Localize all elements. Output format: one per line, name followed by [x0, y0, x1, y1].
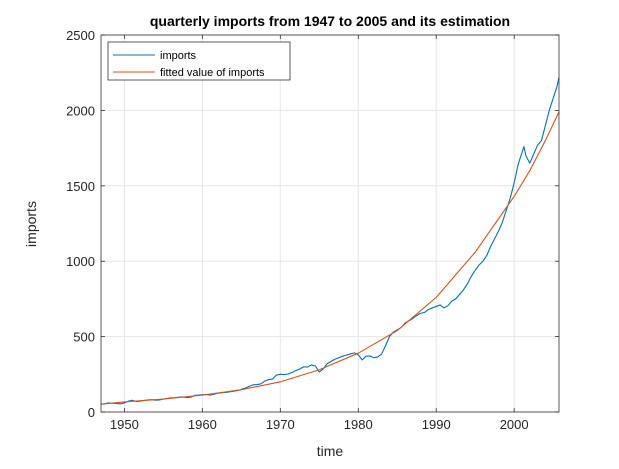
x-tick-label: 1950 [110, 417, 139, 432]
y-tick-label: 2500 [66, 28, 95, 43]
tick-layer: 1950 1960 1970 1980 1990 2000 0 500 1000 1500 2000… [66, 28, 559, 432]
y-tick-label: 0 [88, 405, 95, 420]
x-tick-label: 1980 [344, 417, 373, 432]
legend-label-fitted: fitted value of imports [160, 67, 265, 79]
x-tick-label: 1960 [188, 417, 217, 432]
y-tick-label: 1500 [66, 179, 95, 194]
series-layer [100, 77, 560, 405]
axes-frame [100, 34, 560, 413]
y-tick-label: 1000 [66, 254, 95, 269]
y-tick-label: 2000 [66, 103, 95, 118]
legend-box [107, 41, 291, 81]
x-axis-label: time [317, 443, 344, 459]
y-axis-label: imports [23, 201, 39, 247]
legend: imports fitted value of imports [107, 41, 291, 81]
x-tick-label: 1970 [266, 417, 295, 432]
y-tick-label: 500 [73, 330, 95, 345]
x-tick-label: 2000 [500, 417, 529, 432]
x-tick-label: 1990 [422, 417, 451, 432]
plot-area [101, 35, 559, 412]
legend-label-imports: imports [160, 50, 197, 62]
chart-title: quarterly imports from 1947 to 2005 and … [150, 13, 510, 29]
series-line-fitted [100, 111, 560, 405]
